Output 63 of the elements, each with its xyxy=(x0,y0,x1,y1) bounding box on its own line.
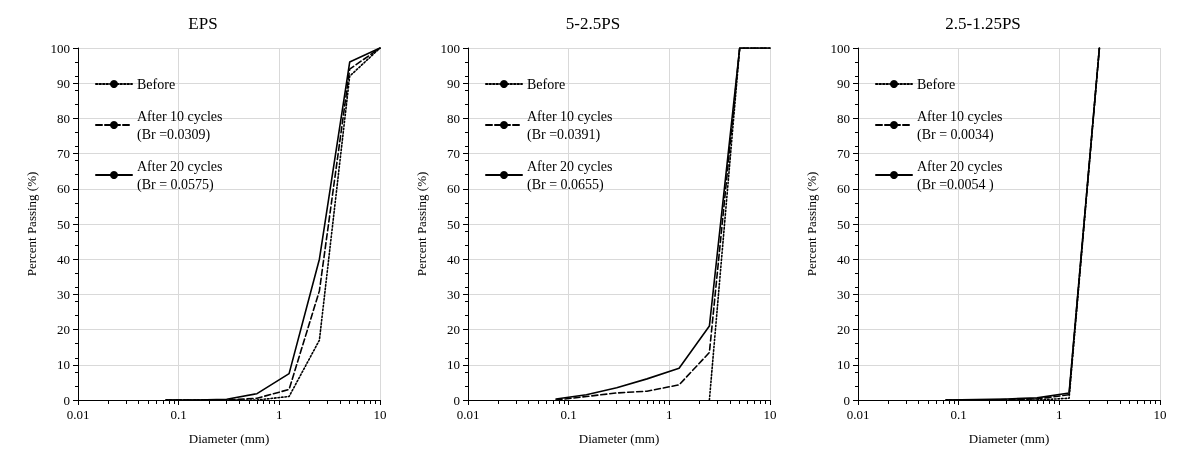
legend-label: After 20 cycles (Br =0.0054 ) xyxy=(917,158,1003,193)
y-axis-title: Percent Passing (%) xyxy=(414,171,429,277)
x-tick-label: 0.01 xyxy=(66,407,90,422)
y-tick-label: 30 xyxy=(57,286,70,302)
legend-label: After 10 cycles (Br =0.0391) xyxy=(527,108,613,143)
y-tick-label: 60 xyxy=(447,181,460,197)
y-tick-label: 70 xyxy=(57,146,70,162)
legend-label: After 20 cycles (Br = 0.0655) xyxy=(527,158,613,193)
y-tick-label: 80 xyxy=(447,110,460,126)
x-tick-label: 0.01 xyxy=(456,407,480,422)
y-tick-label: 20 xyxy=(57,322,70,338)
x-tick-label: 1 xyxy=(276,407,283,422)
y-tick-label: 80 xyxy=(57,110,70,126)
x-tick-label: 10 xyxy=(1153,407,1167,422)
chart-title: EPS xyxy=(188,14,218,33)
y-tick-label: 80 xyxy=(837,110,850,126)
y-tick-label: 0 xyxy=(63,392,70,408)
y-axis-title: Percent Passing (%) xyxy=(804,171,819,277)
y-tick-label: 90 xyxy=(447,75,460,91)
y-tick-label: 60 xyxy=(57,181,70,197)
x-axis-title: Diameter (mm) xyxy=(968,431,1050,446)
x-tick-label: 10 xyxy=(763,407,777,422)
y-axis-title: Percent Passing (%) xyxy=(24,171,39,277)
legend-label: After 20 cycles (Br = 0.0575) xyxy=(137,158,223,193)
legend-label: After 10 cycles (Br =0.0309) xyxy=(137,108,223,143)
y-tick-label: 30 xyxy=(837,286,850,302)
x-axis-title: Diameter (mm) xyxy=(578,431,660,446)
y-tick-label: 70 xyxy=(447,146,460,162)
y-tick-label: 10 xyxy=(57,357,70,373)
x-tick-label: 0.1 xyxy=(950,407,967,422)
y-tick-label: 50 xyxy=(447,216,460,232)
legend-label: Before xyxy=(917,76,956,92)
legend-label: Before xyxy=(527,76,566,92)
y-tick-label: 40 xyxy=(837,251,850,267)
x-tick-label: 1 xyxy=(1056,407,1063,422)
x-tick-label: 0.1 xyxy=(170,407,187,422)
y-tick-label: 50 xyxy=(837,216,850,232)
y-tick-label: 40 xyxy=(57,251,70,267)
x-tick-label: 0.1 xyxy=(560,407,577,422)
legend-label: Before xyxy=(137,76,176,92)
y-tick-label: 90 xyxy=(837,75,850,91)
y-tick-label: 100 xyxy=(50,40,70,56)
chart-title: 5-2.5PS xyxy=(565,14,621,33)
chart-title: 2.5-1.25PS xyxy=(945,14,1021,33)
y-tick-label: 60 xyxy=(837,181,850,197)
y-tick-label: 20 xyxy=(837,322,850,338)
y-tick-label: 100 xyxy=(440,40,460,56)
x-tick-label: 10 xyxy=(373,407,387,422)
y-tick-label: 40 xyxy=(447,251,460,267)
y-tick-label: 20 xyxy=(447,322,460,338)
x-axis-title: Diameter (mm) xyxy=(188,431,270,446)
x-tick-label: 1 xyxy=(666,407,673,422)
y-tick-label: 70 xyxy=(837,146,850,162)
legend-label: After 10 cycles (Br = 0.0034) xyxy=(917,108,1003,143)
y-tick-label: 100 xyxy=(830,40,850,56)
y-tick-label: 10 xyxy=(837,357,850,373)
y-tick-label: 50 xyxy=(57,216,70,232)
y-tick-label: 90 xyxy=(57,75,70,91)
x-tick-label: 0.01 xyxy=(846,407,870,422)
y-tick-label: 10 xyxy=(447,357,460,373)
y-tick-label: 0 xyxy=(843,392,850,408)
y-tick-label: 0 xyxy=(453,392,460,408)
y-tick-label: 30 xyxy=(447,286,460,302)
